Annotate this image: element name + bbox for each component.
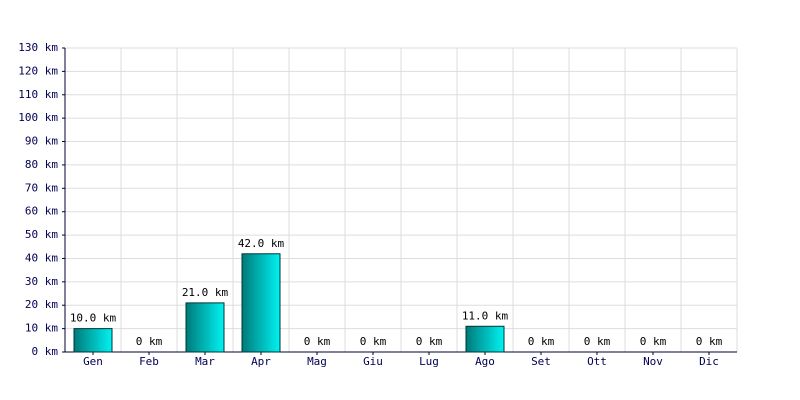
y-tick-label: 80 km xyxy=(25,158,58,171)
data-label: 11.0 km xyxy=(462,309,509,322)
bar xyxy=(185,302,225,353)
x-tick-label: Set xyxy=(531,355,551,368)
x-tick-label: Feb xyxy=(139,355,159,368)
data-label: 42.0 km xyxy=(238,237,285,250)
data-label: 0 km xyxy=(584,335,611,348)
data-label: 0 km xyxy=(696,335,723,348)
x-tick-label: Nov xyxy=(643,355,663,368)
y-tick-label: 110 km xyxy=(18,88,58,101)
data-label: 0 km xyxy=(416,335,443,348)
x-tick-label: Giu xyxy=(363,355,383,368)
x-tick-label: Ago xyxy=(475,355,495,368)
data-label: 0 km xyxy=(640,335,667,348)
x-tick-label: Mar xyxy=(195,355,215,368)
x-tick-label: Apr xyxy=(251,355,271,368)
y-tick-label: 40 km xyxy=(25,251,58,264)
data-label: 0 km xyxy=(528,335,555,348)
bar xyxy=(465,325,505,353)
data-label: 0 km xyxy=(360,335,387,348)
x-tick-label: Mag xyxy=(307,355,327,368)
y-tick-label: 0 km xyxy=(32,345,59,358)
x-tick-label: Dic xyxy=(699,355,719,368)
y-tick-label: 100 km xyxy=(18,111,58,124)
bar xyxy=(73,328,113,353)
data-label: 0 km xyxy=(304,335,331,348)
bar xyxy=(241,253,281,353)
x-tick-label: Gen xyxy=(83,355,103,368)
data-label: 21.0 km xyxy=(182,286,229,299)
y-tick-label: 60 km xyxy=(25,205,58,218)
y-tick-label: 70 km xyxy=(25,181,58,194)
y-tick-label: 20 km xyxy=(25,298,58,311)
x-tick-label: Ott xyxy=(587,355,607,368)
data-label: 0 km xyxy=(136,335,163,348)
y-tick-label: 120 km xyxy=(18,64,58,77)
data-label: 10.0 km xyxy=(70,312,117,325)
y-tick-label: 50 km xyxy=(25,228,58,241)
y-tick-label: 10 km xyxy=(25,322,58,335)
x-tick-label: Lug xyxy=(419,355,439,368)
y-tick-label: 30 km xyxy=(25,275,58,288)
y-tick-label: 130 km xyxy=(18,41,58,54)
y-tick-label: 90 km xyxy=(25,135,58,148)
